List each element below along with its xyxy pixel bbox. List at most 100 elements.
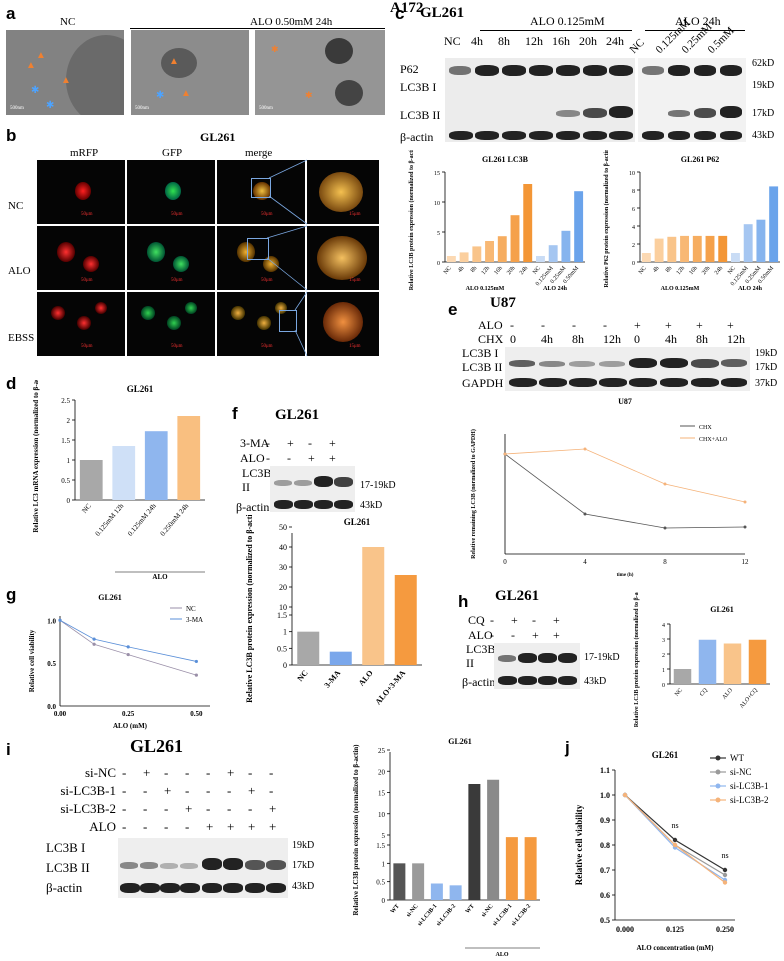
y-tick-label: 30	[279, 563, 287, 572]
fluor-alo-mrfp: 50μm	[37, 226, 125, 290]
y-tick-label: 20	[279, 583, 287, 592]
panel-i-design-0-1: +	[143, 765, 151, 780]
chart-title: GL261 LC3B	[482, 155, 529, 164]
y-axis-label: Relative LC3B protein expression (normal…	[408, 150, 415, 290]
x-tick-label: 4	[583, 558, 587, 566]
panel-i-design-1-0: -	[122, 783, 127, 798]
x-tick-label-0: NC	[638, 265, 648, 275]
y-tick-label: 1	[67, 457, 71, 465]
point-1-1	[92, 637, 96, 641]
panel-b-row-ebss: EBSS	[8, 332, 35, 344]
series-line-1	[624, 794, 726, 876]
point-0-3	[743, 525, 747, 529]
x-tick-label: 0.25	[122, 710, 135, 718]
panel-e-kd-17: 17kD	[755, 362, 778, 373]
panel-i-design-1-7: -	[269, 783, 274, 798]
bar-6	[718, 235, 728, 262]
y-tick-label: 0	[632, 261, 635, 267]
panel-i-design-1-2: +	[164, 783, 172, 798]
y-tick-label: 1.5	[61, 437, 70, 445]
panel-e-row-lc3bii: LC3B II	[462, 360, 503, 374]
fluor-alo-zoom: 15μm	[307, 226, 379, 290]
bar-5	[487, 779, 500, 900]
panel-i-design-2-2: -	[164, 801, 169, 816]
x-tick-label-3: 12h	[481, 265, 491, 276]
em-image-nc: ▲ ▲ ▲ ✱ ✱ 500nm	[6, 30, 124, 115]
panel-e-alo-row: - - - - + + + +	[510, 318, 750, 332]
fluor-nc-mrfp: 50μm	[37, 160, 125, 224]
bar-3	[449, 885, 462, 900]
chart-title: GL261	[344, 517, 371, 527]
x-tick-label-5: 20h	[506, 265, 516, 276]
panel-f-r2-1: -	[287, 451, 291, 465]
bar-7	[731, 253, 740, 262]
point-1-0	[58, 618, 62, 622]
x-group-1: ALO 0.125mM	[466, 286, 505, 292]
chart-title: GL261	[710, 605, 734, 614]
y-tick-label: 1	[662, 668, 665, 674]
bar-8	[743, 224, 753, 262]
y-tick-label: 0.6	[600, 891, 610, 900]
legend-marker-1	[715, 769, 721, 775]
bar-0	[641, 253, 651, 262]
chart-title: GL261	[652, 750, 679, 760]
ns-label-1: ns	[671, 821, 678, 830]
chart-d: GL261 0 0.5 1 1.5 2 2.5 NC 0.125mM 12h 0.125mM 24…	[32, 380, 205, 580]
x-tick-label-7: NC	[532, 265, 542, 275]
panel-i-design-2-3: +	[185, 801, 193, 816]
panel-h-r1-2: -	[532, 613, 536, 627]
y-tick-label: 1	[283, 628, 287, 637]
panel-i-design-3-1: -	[143, 819, 148, 834]
y-tick-label: 0	[283, 661, 287, 670]
panel-c-row-p62: P62	[400, 62, 419, 76]
y-tick-label: 1.0	[47, 617, 56, 625]
y-tick-label: 0.7	[600, 866, 610, 875]
y-tick-label: 1.1	[600, 766, 610, 775]
panel-i-design-1-6: +	[248, 783, 256, 798]
chart-e: U87 0 4 8 12 time (h) Relative remaining LC3B …	[470, 397, 749, 578]
y-tick-label: 10	[279, 603, 287, 612]
panel-b-title: GL261	[200, 130, 236, 144]
panel-i-design-0-2: -	[164, 765, 169, 780]
x-tick-label-3: 0.250mM 24h	[159, 502, 191, 538]
x-tick-label-0: NC	[295, 668, 309, 683]
x-tick-label-4: 16h	[688, 265, 698, 276]
panel-label-a: a	[6, 4, 16, 23]
panel-i-row-actin: β-actin	[46, 880, 83, 895]
panel-f-row2-label: ALO	[240, 451, 265, 465]
panel-label-f: f	[232, 404, 238, 423]
panel-c-group2: ALO 24h	[675, 14, 721, 28]
x-tick-label-2: 8h	[470, 265, 478, 273]
ns-label-2: ns	[721, 851, 728, 860]
panel-label-e: e	[448, 300, 458, 319]
panel-f-kd-1719: 17-19kD	[360, 480, 396, 491]
legend-label-1: 3-MA	[186, 616, 203, 624]
point-0-1	[672, 837, 678, 843]
x-tick-label-1: CQ	[699, 687, 709, 698]
panel-label-h: h	[458, 592, 469, 611]
bar-5	[705, 235, 715, 262]
legend-label-0: NC	[186, 605, 196, 613]
y-axis-label: Relative LC3 mRNA expression (normalized…	[32, 380, 40, 533]
y-tick-label: 0.5	[277, 644, 287, 653]
x-tick-label: 0.125	[666, 925, 684, 934]
series-line-1	[59, 619, 197, 662]
legend-label-1: CHX+ALO	[699, 437, 728, 443]
y-axis-label: Relative cell viability	[574, 804, 584, 885]
panel-a-title: A172	[390, 0, 424, 16]
y-tick-label: 4	[662, 623, 665, 629]
panel-c-row-lc3bi: LC3B I	[400, 80, 437, 94]
group-label: ALO	[495, 952, 508, 958]
x-tick-label: 0.50	[190, 710, 203, 718]
panel-e-blot	[505, 347, 750, 391]
y-tick-label: 0	[382, 897, 386, 905]
x-tick-label-3: 12h	[676, 265, 686, 276]
panel-h-r1-1: +	[511, 613, 518, 627]
panel-h-r2-1: -	[511, 628, 515, 642]
panel-h-r2-0: -	[490, 628, 494, 642]
x-tick-label-1: 3-MA	[323, 668, 343, 689]
point-0-2	[663, 526, 667, 530]
panel-f-kd-43: 43kD	[360, 500, 383, 511]
